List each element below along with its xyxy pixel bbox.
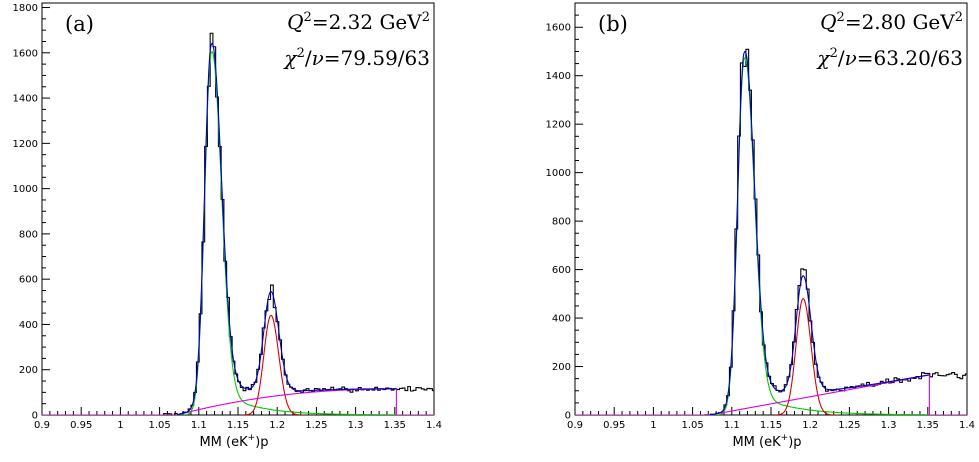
x-tick-label: 1.2 [269,420,285,431]
x-tick-label: 1.3 [881,420,897,431]
data-histogram [696,48,967,415]
x-tick-label: 1.3 [348,420,364,431]
y-tick-label: 1400 [13,94,38,105]
y-tick-label: 1200 [546,120,571,131]
lambda-fit-curve [175,51,397,415]
total-fit-curve [176,42,397,415]
chi2-annotation: χ2/ν=63.20/63 [815,46,963,70]
chi2-annotation: χ2/ν=79.59/63 [282,46,430,70]
x-tick-label: 1.35 [384,420,406,431]
x-tick-label: 1.25 [305,420,327,431]
y-tick-label: 800 [552,217,571,228]
x-tick-label: 0.95 [70,420,92,431]
y-tick-label: 0 [32,411,38,422]
x-tick-label: 0.95 [603,420,625,431]
y-tick-label: 1400 [546,71,571,82]
background-fit-curve [575,374,930,415]
background-fit-curve [42,388,397,415]
y-tick-label: 1600 [546,23,571,34]
y-tick-label: 1000 [546,168,571,179]
sigma-fit-curve [774,298,838,415]
x-axis-title: MM (eK+)p [732,433,801,450]
total-fit-curve [709,50,930,415]
x-tick-label: 1.05 [681,420,703,431]
x-tick-label: 1.1 [724,420,740,431]
x-tick-label: 1.4 [959,420,975,431]
y-tick-label: 200 [552,362,571,373]
x-tick-label: 1 [650,420,656,431]
y-tick-label: 0 [565,411,571,422]
chart-panel-b: 0.9 0.95 1 1.05 1.1 1.15 1.2 1.25 1.3 1.35 1.4 0 200… [546,2,975,450]
panel-label: (b) [598,12,628,36]
panel-label: (a) [65,12,94,36]
x-tick-label: 1.25 [838,420,860,431]
q2-annotation: Q2=2.32 GeV2 [287,10,430,34]
x-tick-label: 1.1 [191,420,207,431]
y-tick-label: 1800 [13,3,38,14]
x-tick-label: 1.05 [148,420,170,431]
lambda-fit-curve [708,57,930,415]
x-tick-label: 1.35 [917,420,939,431]
y-tick-label: 1000 [13,184,38,195]
y-tick-label: 200 [19,365,38,376]
y-tick-label: 400 [552,314,571,325]
x-tick-label: 1.4 [426,420,442,431]
x-axis-title: MM (eK+)p [199,433,268,450]
q2-annotation: Q2=2.80 GeV2 [820,10,963,34]
x-tick-label: 1.15 [227,420,249,431]
chart-panel-a: 0.9 0.95 1 1.05 1.1 1.15 1.2 1.25 1.3 1.35 1.4 0 200… [13,2,442,450]
sigma-fit-curve [241,314,305,415]
y-tick-label: 600 [552,265,571,276]
x-tick-label: 1.2 [802,420,818,431]
x-tick-label: 1 [117,420,123,431]
x-tick-label: 1.15 [760,420,782,431]
y-tick-label: 1200 [13,139,38,150]
y-tick-label: 1600 [13,48,38,59]
y-tick-label: 600 [19,275,38,286]
plot-area [575,48,967,415]
y-tick-label: 400 [19,320,38,331]
x-tick-label: 0.9 [34,420,50,431]
x-tick-label: 0.9 [567,420,583,431]
plot-area [42,32,434,415]
y-tick-label: 800 [19,229,38,240]
